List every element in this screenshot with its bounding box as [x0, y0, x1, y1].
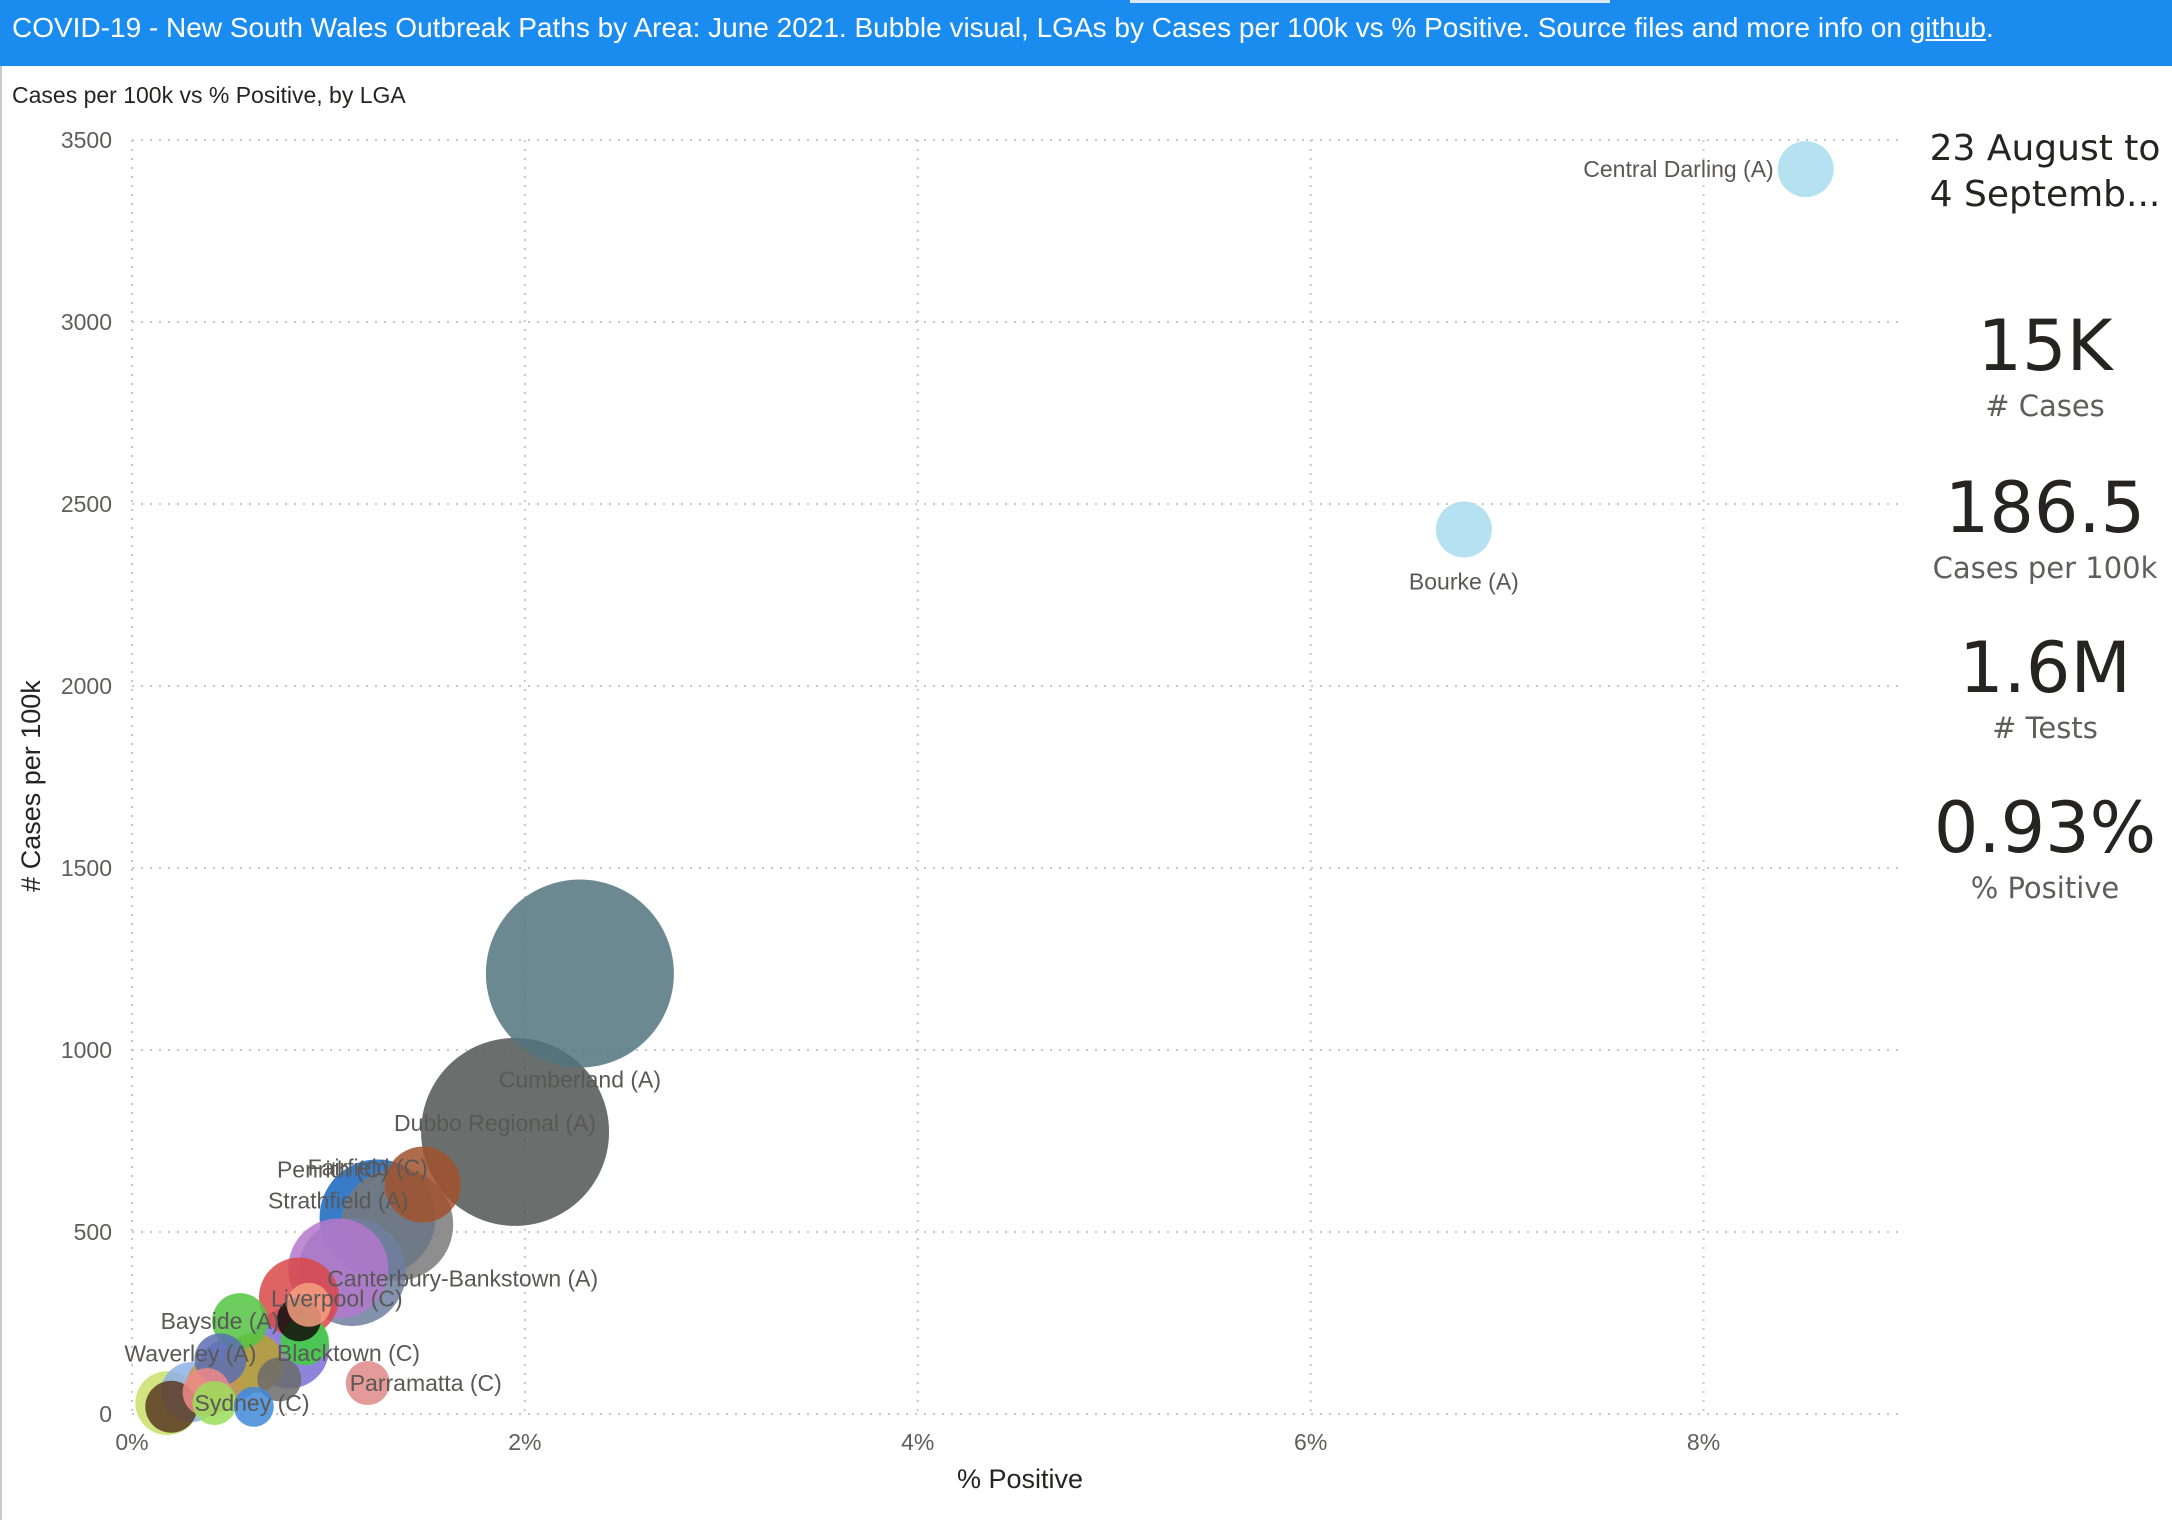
y-axis-title: # Cases per 100k [16, 680, 46, 892]
kpi-positive-label: % Positive [1970, 871, 2120, 905]
y-tick-label: 3000 [61, 309, 112, 335]
bubble-layer [135, 141, 1834, 1436]
y-tick-label: 2500 [61, 491, 112, 517]
bubble-label: Strathfield (A) [268, 1187, 409, 1213]
bubble-point[interactable] [421, 1037, 610, 1226]
bubble-point[interactable] [257, 1357, 302, 1402]
kpi-tests-value: 1.6M [1959, 627, 2131, 709]
top-scroll-indicator [1130, 0, 1610, 3]
bubble-label: Bayside (A) [161, 1308, 280, 1334]
bubble-label: Central Darling (A) [1583, 156, 1773, 182]
bubble-label: Liverpool (C) [271, 1286, 403, 1312]
bubble-label: Penrith (C) [277, 1156, 388, 1182]
y-tick-label: 1000 [61, 1037, 112, 1063]
label-layer: Waverley (A) Bayside (A) Blacktown (C) Live… [124, 156, 1773, 1416]
kpi-positive-value: 0.93% [1933, 787, 2157, 869]
bubble-label: Sydney (C) [195, 1390, 310, 1416]
date-range-label: 23 August to 4 Septemb... [1929, 128, 2161, 215]
bubble-point[interactable] [1777, 141, 1834, 198]
y-tick-label: 3500 [61, 127, 112, 153]
left-border [0, 66, 2, 1520]
y-tick-label: 1500 [61, 855, 112, 881]
kpi-cases-per-100k-label: Cases per 100k [1932, 551, 2158, 585]
x-tick-label: 6% [1294, 1429, 1327, 1455]
bubble-point[interactable] [345, 1361, 390, 1406]
tick-layer: 0 500 1000 1500 2000 2500 3000 3500 0% 2% 4% 6% 8% [61, 127, 1720, 1455]
kpi-cases-value: 15K [1977, 305, 2113, 387]
bubble-point[interactable] [286, 1282, 331, 1327]
kpi-cases-per-100k-card: 186.5 Cases per 100k [1920, 468, 2170, 588]
x-tick-label: 2% [508, 1429, 541, 1455]
kpi-positive-card: 0.93% % Positive [1920, 788, 2170, 908]
kpi-cases-card: 15K # Cases [1920, 306, 2170, 426]
bubble-label: Waverley (A) [124, 1340, 256, 1366]
y-tick-label: 2000 [61, 673, 112, 699]
y-tick-label: 0 [99, 1401, 112, 1427]
y-tick-label: 500 [74, 1219, 112, 1245]
bubble-label: Canterbury-Bankstown (A) [327, 1266, 598, 1292]
bubble-point[interactable] [192, 1381, 237, 1426]
chart-title: Cases per 100k vs % Positive, by LGA [12, 82, 406, 108]
bubble-point[interactable] [1435, 501, 1492, 558]
grid-layer [131, 139, 1900, 1415]
header-text: COVID-19 - New South Wales Outbreak Path… [12, 12, 1910, 43]
kpi-tests-label: # Tests [1992, 711, 2098, 745]
bubble-point[interactable] [233, 1386, 274, 1427]
bubble-label: Dubbo Regional (A) [394, 1110, 596, 1136]
header-bar: COVID-19 - New South Wales Outbreak Path… [0, 0, 2172, 66]
bubble-point[interactable] [485, 879, 674, 1068]
x-tick-label: 0% [115, 1429, 148, 1455]
bubble-label: Bourke (A) [1409, 568, 1519, 594]
bubble-point[interactable] [384, 1146, 461, 1223]
bubble-label: Fairfield (C) [308, 1155, 428, 1181]
kpi-tests-card: 1.6M # Tests [1920, 628, 2170, 748]
bubble-label: Blacktown (C) [277, 1340, 420, 1366]
kpi-cases-label: # Cases [1985, 389, 2105, 423]
kpi-panel: 23 August to 4 Septemb... 15K # Cases 18… [1920, 118, 2170, 908]
kpi-cases-per-100k-value: 186.5 [1944, 467, 2146, 549]
x-tick-label: 8% [1687, 1429, 1720, 1455]
x-tick-label: 4% [901, 1429, 934, 1455]
bubble-label: Parramatta (C) [350, 1370, 502, 1396]
github-link[interactable]: github [1909, 12, 1986, 43]
header-suffix: . [1985, 12, 1994, 43]
x-axis-title: % Positive [957, 1464, 1083, 1494]
bubble-label: Cumberland (A) [499, 1067, 661, 1093]
